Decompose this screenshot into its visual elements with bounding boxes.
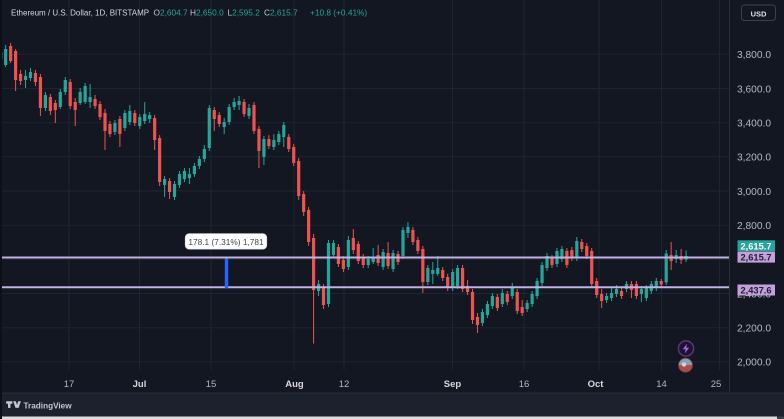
- svg-text:3,000.0: 3,000.0: [737, 187, 771, 198]
- svg-text:12: 12: [339, 379, 350, 390]
- svg-text:Aug: Aug: [285, 379, 304, 390]
- svg-text:L2,595.2: L2,595.2: [228, 7, 261, 17]
- svg-text:2,437.6: 2,437.6: [740, 286, 771, 296]
- svg-text:Jul: Jul: [133, 379, 147, 390]
- svg-text:3,600.0: 3,600.0: [737, 84, 771, 95]
- svg-text:3,200.0: 3,200.0: [737, 153, 771, 164]
- svg-text:15: 15: [206, 379, 217, 390]
- svg-text:16: 16: [519, 379, 530, 390]
- svg-text:14: 14: [656, 379, 667, 390]
- svg-text:H2,650.0: H2,650.0: [190, 7, 224, 17]
- svg-text:USD: USD: [751, 9, 767, 18]
- svg-text:O2,604.7: O2,604.7: [154, 7, 189, 17]
- svg-text:3,800.0: 3,800.0: [737, 50, 771, 61]
- svg-text:17: 17: [64, 379, 75, 390]
- svg-text:178.1 (7.31%) 1,781: 178.1 (7.31%) 1,781: [188, 237, 264, 247]
- svg-text:2,615.7: 2,615.7: [740, 241, 771, 251]
- svg-text:2,000.0: 2,000.0: [737, 358, 771, 369]
- svg-text:TradingView: TradingView: [24, 402, 73, 411]
- svg-text:2,615.7: 2,615.7: [740, 253, 771, 263]
- svg-text:Ethereum / U.S. Dollar, 1D, BI: Ethereum / U.S. Dollar, 1D, BITSTAMP: [11, 8, 149, 17]
- svg-text:3,400.0: 3,400.0: [737, 119, 771, 130]
- svg-text:2,200.0: 2,200.0: [737, 324, 771, 335]
- svg-text:+10.8 (+0.41%): +10.8 (+0.41%): [310, 7, 367, 17]
- svg-text:C2,615.7: C2,615.7: [264, 7, 298, 17]
- svg-text:Sep: Sep: [444, 379, 462, 390]
- svg-text:25: 25: [711, 379, 722, 390]
- svg-text:2,800.0: 2,800.0: [737, 221, 771, 232]
- svg-text:Oct: Oct: [588, 379, 605, 390]
